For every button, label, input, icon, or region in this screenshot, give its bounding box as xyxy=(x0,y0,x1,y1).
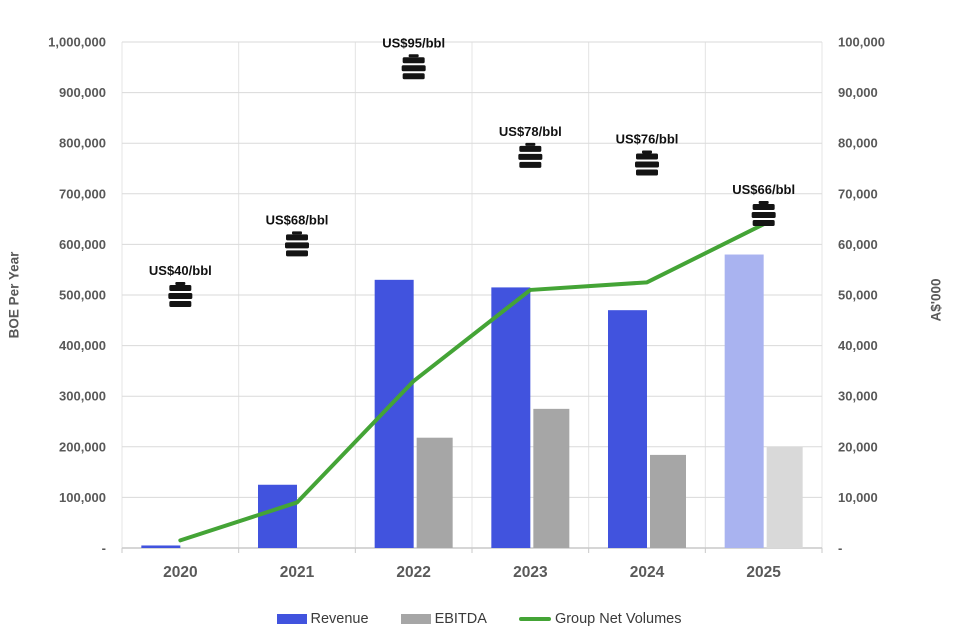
oil-barrel-icon-2022 xyxy=(401,54,426,80)
left-axis-tick-labels-tick: 900,000 xyxy=(59,85,106,100)
oil-barrel-icon-2024 xyxy=(635,150,659,176)
right-axis-tick-labels-tick: 60,000 xyxy=(838,237,878,252)
oil-price-label-2023: US$78/bbl xyxy=(499,124,562,139)
right-axis-tick-labels-tick: 50,000 xyxy=(838,288,878,303)
legend-label-volumes: Group Net Volumes xyxy=(554,611,682,627)
right-axis-tick-labels-tick: 10,000 xyxy=(838,490,878,505)
left-axis-tick-labels-tick: 200,000 xyxy=(59,439,106,454)
group-net-volumes-line xyxy=(178,222,766,543)
ebitda-bar-2022 xyxy=(416,437,453,548)
right-axis-tick-labels: - 10,000 20,000 30,000 40,000 50,000 60,000 70,… xyxy=(838,35,885,556)
oil-price-label-2024: US$76/bbl xyxy=(616,131,679,146)
volume-line-swatch-icon xyxy=(518,617,551,621)
ebitda-bar-2024 xyxy=(650,454,686,548)
ebitda-swatch-icon xyxy=(400,614,431,624)
year-label-2022: 2022 xyxy=(396,564,430,581)
legend-label-ebitda: EBITDA xyxy=(434,611,487,627)
revenue-bar-2020 xyxy=(141,545,181,548)
year-label-2025: 2025 xyxy=(746,564,781,581)
left-axis-tick-labels-tick: 700,000 xyxy=(59,186,106,201)
right-axis-title: A$'000 xyxy=(928,278,944,322)
revenue-bar-2023 xyxy=(491,287,531,548)
oil-barrel-icon-2023 xyxy=(518,142,543,168)
revenue-bar-2025 xyxy=(724,254,764,548)
oil-price-label-2020: US$40/bbl xyxy=(149,263,212,278)
year-label-2021: 2021 xyxy=(280,564,315,581)
left-axis-tick-labels-tick: 400,000 xyxy=(59,338,106,353)
left-axis-tick-labels-tick: 600,000 xyxy=(59,237,106,252)
legend-item-revenue[interactable]: Revenue xyxy=(276,611,369,627)
left-axis-tick-labels-tick: 1,000,000 xyxy=(48,35,106,50)
legend-label-revenue: Revenue xyxy=(310,611,369,627)
oil-price-label-2021: US$68/bbl xyxy=(266,212,329,227)
right-axis-tick-labels-tick: 80,000 xyxy=(838,136,878,151)
legend-item-volumes[interactable]: Group Net Volumes xyxy=(518,611,682,627)
year-label-2023: 2023 xyxy=(513,564,548,581)
volume-line xyxy=(178,222,766,543)
right-axis-tick-labels-tick: 20,000 xyxy=(838,439,878,454)
left-axis-tick-labels-tick: 300,000 xyxy=(59,389,106,404)
oil-price-label-2025: US$66/bbl xyxy=(732,182,795,197)
revenue-swatch-icon xyxy=(276,614,307,624)
legend: Revenue EBITDA Group Net Volumes xyxy=(0,606,958,632)
oil-barrel-icon-2020 xyxy=(168,282,193,307)
oil-barrel-icon-2025 xyxy=(751,201,776,227)
right-axis-tick-labels-tick: 30,000 xyxy=(838,389,878,404)
right-axis-tick-labels-tick: 100,000 xyxy=(838,35,885,50)
oil-price-markers: US$40/bbl US$68/bbl US$95/bbl US$78/bbl US$7… xyxy=(149,35,795,307)
horizontal-gridlines xyxy=(122,41,822,498)
left-axis-title: BOE Per Year xyxy=(6,251,22,339)
ebitda-bars xyxy=(416,408,803,548)
year-label-2024: 2024 xyxy=(630,564,665,581)
right-axis-tick-labels-tick: 70,000 xyxy=(838,186,878,201)
oil-barrel-icon-2021 xyxy=(285,231,309,257)
ebitda-bar-2025 xyxy=(766,446,803,548)
left-axis-tick-labels: - 100,000 200,000 300,000 400,000 500,000 600,… xyxy=(48,35,106,556)
revenue-bar-2024 xyxy=(608,310,647,548)
oil-price-label-2022: US$95/bbl xyxy=(382,35,445,50)
left-axis-tick-labels-tick: 800,000 xyxy=(59,136,106,151)
right-axis-tick-labels-tick: 90,000 xyxy=(838,85,878,100)
ebitda-bar-2023 xyxy=(533,408,570,548)
left-axis-tick-labels-tick: - xyxy=(102,541,106,556)
legend-item-ebitda[interactable]: EBITDA xyxy=(400,611,487,627)
left-axis-tick-labels-tick: 500,000 xyxy=(59,288,106,303)
right-axis-tick-labels-tick: - xyxy=(838,541,842,556)
right-axis-tick-labels-tick: 40,000 xyxy=(838,338,878,353)
left-axis-tick-labels-tick: 100,000 xyxy=(59,490,106,505)
x-axis xyxy=(121,547,823,553)
revenue-bar-2021 xyxy=(258,484,297,548)
x-axis-labels: 2020 2021 2022 2023 2024 2025 xyxy=(163,564,781,581)
year-label-2020: 2020 xyxy=(163,564,197,581)
